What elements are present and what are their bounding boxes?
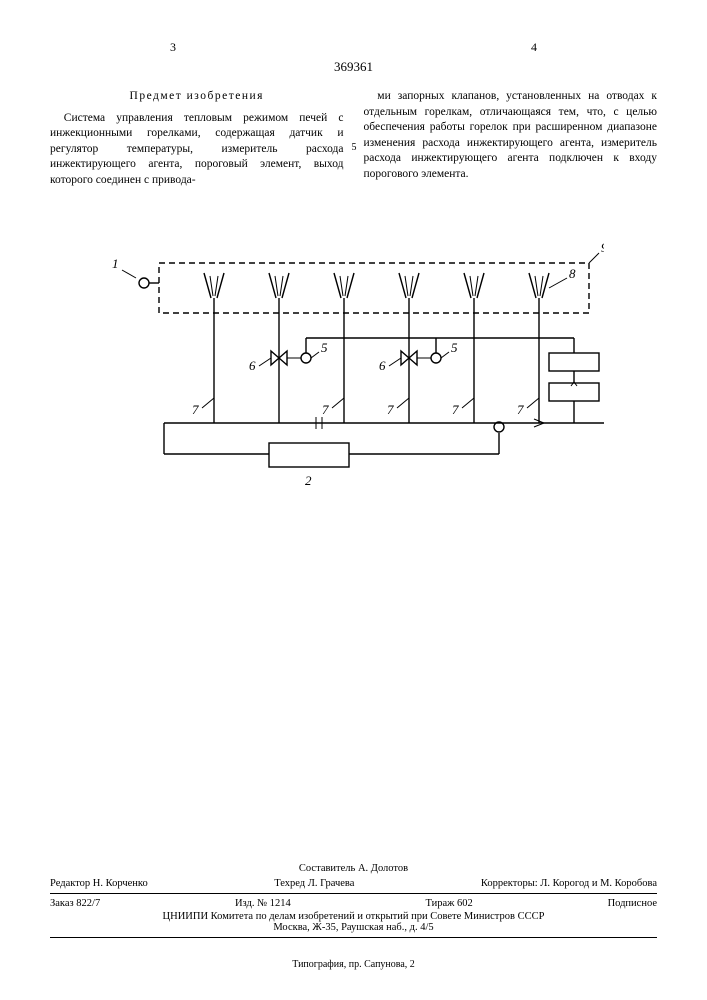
podpisnoe: Подписное [608,898,657,909]
svg-text:7: 7 [322,402,329,417]
correctors: Корректоры: Л. Корогод и М. Коробова [481,878,657,889]
right-column: 5 ми запорных клапанов, установленных на… [364,89,658,188]
org-line: ЦНИИПИ Комитета по делам изобретений и о… [50,911,657,922]
typography-line: Типография, пр. Сапунова, 2 [0,959,707,970]
editor: Редактор Н. Корченко [50,878,148,889]
svg-text:5: 5 [451,340,458,355]
patent-figure: 916565823477777 [104,228,604,488]
svg-text:7: 7 [517,402,524,417]
document-number: 369361 [50,59,657,75]
left-col-num: 3 [170,40,176,55]
left-para: Система управления тепловым режимом пече… [50,111,344,189]
svg-text:7: 7 [192,402,199,417]
svg-text:6: 6 [379,358,386,373]
claims-heading: Предмет изобретения [50,89,344,105]
svg-text:7: 7 [452,402,459,417]
techred: Техред Л. Грачева [274,878,354,889]
izd-no: Изд. № 1214 [235,898,291,909]
svg-text:5: 5 [321,340,328,355]
line-ref-5: 5 [352,141,357,155]
tirazh: Тираж 602 [426,898,473,909]
right-para: ми запорных клапанов, установленных на о… [364,89,658,182]
left-column: Предмет изобретения Система управления т… [50,89,344,188]
right-col-num: 4 [531,40,537,55]
addr-line: Москва, Ж-35, Раушская наб., д. 4/5 [50,922,657,933]
svg-text:2: 2 [305,473,312,488]
footer-rule-2 [50,937,657,938]
footer-block: Составитель А. Долотов Редактор Н. Корче… [50,863,657,942]
svg-text:8: 8 [569,266,576,281]
order-no: Заказ 822/7 [50,898,100,909]
svg-text:6: 6 [249,358,256,373]
svg-text:9: 9 [601,240,604,255]
svg-text:1: 1 [112,256,119,271]
compiler-line: Составитель А. Долотов [50,863,657,874]
svg-text:7: 7 [387,402,394,417]
footer-rule-1 [50,893,657,894]
